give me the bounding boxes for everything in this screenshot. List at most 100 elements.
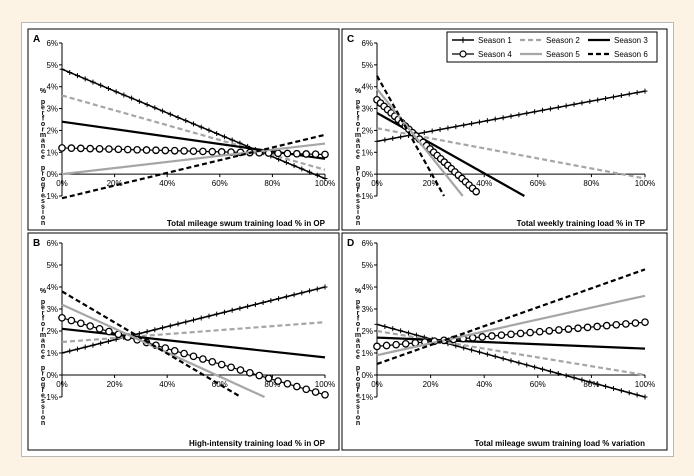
- series-line-season-5: [376, 88, 464, 197]
- series-point: [121, 92, 127, 98]
- series-point: [563, 373, 569, 379]
- series-point: [508, 358, 514, 364]
- x-tick-label: 20%: [107, 179, 123, 188]
- series-point: [603, 95, 609, 101]
- figure: A -1% 0% 1% 2% 3% 4% 5% 6% 0% 20% 40% 60% 80% 100% Tota…: [21, 22, 674, 457]
- series-point: [58, 144, 66, 152]
- x-tick-label: 100%: [315, 179, 335, 188]
- series-point: [217, 148, 226, 156]
- series-point: [105, 145, 113, 153]
- series-point: [401, 339, 410, 348]
- x-tick-label: 60%: [212, 179, 228, 188]
- series-point: [392, 340, 400, 349]
- series-point: [98, 82, 104, 88]
- x-tick-label: 80%: [264, 179, 280, 188]
- series-point: [642, 394, 648, 400]
- legend-label: Season 3: [614, 36, 648, 45]
- series-point: [587, 379, 593, 385]
- series-point: [237, 305, 243, 311]
- series-point: [291, 163, 297, 169]
- series-point: [579, 100, 585, 106]
- series-point: [587, 98, 593, 104]
- series-point: [603, 383, 609, 389]
- series-point: [618, 93, 624, 99]
- series-point: [144, 329, 150, 335]
- series-point: [74, 73, 80, 79]
- x-tick-label: 60%: [212, 380, 228, 389]
- series-point: [180, 147, 188, 155]
- series-point: [421, 129, 427, 135]
- y-tick-label: 0%: [46, 371, 58, 380]
- series-point: [67, 348, 73, 354]
- series-point: [382, 137, 388, 143]
- legend-label: Season 5: [546, 50, 580, 59]
- panel-frame: [341, 232, 668, 451]
- series-point: [429, 128, 435, 134]
- series-point: [133, 145, 141, 154]
- series-point: [626, 91, 632, 97]
- chart-svg: A -1% 0% 1% 2% 3% 4% 5% 6% 0% 20% 40% 60% 80% 100% Tota…: [27, 28, 668, 451]
- series-point: [311, 150, 320, 159]
- series-line-season-3: [376, 336, 646, 350]
- y-tick-label: 3%: [46, 105, 58, 114]
- x-tick-label: 20%: [107, 380, 123, 389]
- series-line-season-2: [376, 127, 646, 180]
- x-tick-label: 0%: [56, 380, 68, 389]
- series-point: [484, 118, 490, 124]
- y-tick-label: 0%: [46, 170, 58, 179]
- series-point: [255, 371, 264, 380]
- y-tick-label: 0%: [361, 170, 373, 179]
- series-point: [583, 323, 592, 332]
- series-line-season-5: [61, 142, 326, 176]
- series-point: [161, 146, 170, 155]
- series-point: [227, 363, 235, 372]
- series-point: [170, 146, 179, 155]
- series-point: [191, 121, 196, 127]
- series-point: [175, 321, 181, 327]
- series-point: [302, 150, 311, 158]
- x-axis-label: Total weekly training load % in TP: [517, 219, 646, 228]
- x-axis-label: Total mileage swum training load % in OP: [167, 219, 326, 228]
- x-tick-label: 40%: [476, 380, 492, 389]
- series-point: [382, 324, 388, 330]
- series-point: [547, 368, 553, 374]
- series-point: [555, 326, 563, 334]
- series-point: [198, 315, 204, 321]
- series-point: [67, 316, 76, 325]
- series-point: [268, 298, 274, 304]
- series-point: [524, 110, 530, 116]
- series-point: [642, 88, 648, 94]
- x-tick-label: 20%: [423, 179, 439, 188]
- series-point: [283, 294, 289, 300]
- series-point: [478, 333, 487, 341]
- series-line-season-2: [61, 321, 326, 344]
- y-tick-label: 1%: [46, 148, 58, 157]
- series-point: [98, 340, 104, 346]
- series-point: [67, 144, 76, 152]
- series-point: [321, 390, 329, 399]
- legend-marker: [459, 50, 467, 58]
- series-point: [160, 325, 166, 331]
- series-point: [390, 326, 396, 332]
- series-point: [276, 296, 282, 302]
- series-point: [497, 331, 506, 340]
- series-point: [274, 377, 282, 385]
- series-point: [152, 146, 160, 155]
- series-point: [221, 134, 227, 140]
- series-point: [246, 368, 254, 377]
- series-line-season-2: [376, 329, 646, 377]
- series-line-season-6: [376, 268, 646, 366]
- legend-label: Season 2: [546, 36, 580, 45]
- series-point: [540, 366, 546, 372]
- series-point: [524, 362, 530, 368]
- series-point: [76, 319, 85, 328]
- y-tick-label: 1%: [361, 349, 373, 358]
- series-point: [167, 111, 173, 117]
- series-point: [82, 344, 88, 350]
- series-point: [283, 379, 292, 388]
- series-point: [526, 328, 534, 337]
- series-point: [229, 137, 235, 143]
- series-point: [634, 392, 640, 398]
